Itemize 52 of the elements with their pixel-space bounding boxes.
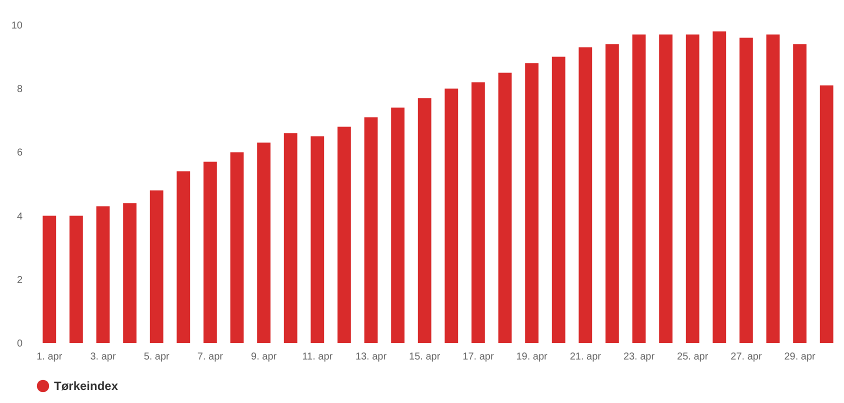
x-tick-label: 15. apr xyxy=(409,352,441,362)
bar xyxy=(820,85,834,343)
bar xyxy=(498,72,512,343)
bar xyxy=(70,216,83,343)
x-tick-label: 17. apr xyxy=(462,352,494,362)
bar xyxy=(42,216,56,343)
x-tick-label: 21. apr xyxy=(570,352,602,362)
bar xyxy=(96,206,110,343)
bar xyxy=(364,117,378,343)
y-tick-label: 10 xyxy=(11,20,23,32)
y-tick-label: 4 xyxy=(16,211,23,222)
bar xyxy=(123,203,136,343)
bar xyxy=(310,136,324,343)
x-tick-label: 9. apr xyxy=(251,352,278,362)
bar xyxy=(766,34,780,343)
x-tick-label: 19. apr xyxy=(516,352,548,362)
bar xyxy=(176,171,190,343)
bar xyxy=(257,142,270,343)
x-tick-label: 1. apr xyxy=(36,352,63,362)
bar xyxy=(606,44,619,343)
y-tick-label: 2 xyxy=(16,274,23,286)
bar xyxy=(338,126,351,343)
x-tick-label: 3. apr xyxy=(90,352,116,362)
bar xyxy=(793,44,806,343)
bar xyxy=(230,152,244,343)
bar xyxy=(632,34,646,343)
x-tick-label: 7. apr xyxy=(197,352,224,362)
x-tick-label: 25. apr xyxy=(677,352,709,362)
bar xyxy=(150,190,164,343)
x-tick-label: 5. apr xyxy=(144,352,170,362)
bar xyxy=(418,98,432,343)
bar xyxy=(444,88,458,343)
x-tick-label: 23. apr xyxy=(623,352,656,362)
x-tick-label: 29. apr xyxy=(784,352,816,362)
bar xyxy=(391,108,404,343)
bar xyxy=(712,31,726,343)
y-tick-label: 0 xyxy=(16,338,23,350)
bar xyxy=(552,56,566,343)
legend-label: Tørkeindex xyxy=(54,379,118,393)
bar xyxy=(284,133,298,343)
bar xyxy=(472,82,485,343)
bar xyxy=(740,38,753,343)
x-tick-label: 27. apr xyxy=(730,352,762,362)
bar xyxy=(659,34,672,343)
bar xyxy=(204,162,217,343)
y-tick-label: 6 xyxy=(16,148,23,159)
x-tick-label: 13. apr xyxy=(355,352,388,362)
bar xyxy=(525,63,538,343)
bar xyxy=(578,47,592,343)
y-tick-label: 8 xyxy=(16,84,23,96)
bar xyxy=(686,34,700,343)
x-tick-label: 11. apr xyxy=(302,352,334,362)
